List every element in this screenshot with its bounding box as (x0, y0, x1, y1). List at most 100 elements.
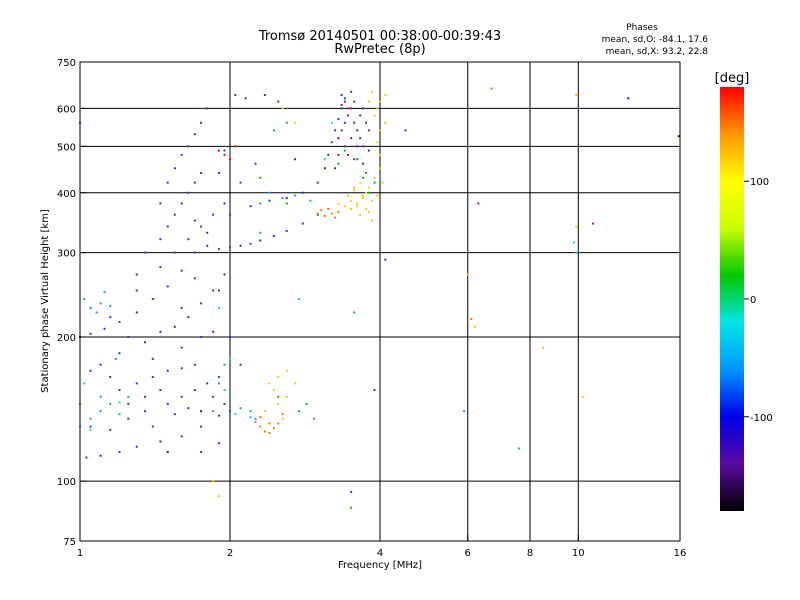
data-point (151, 425, 154, 428)
data-point (223, 153, 226, 156)
data-point (193, 277, 196, 280)
data-point (229, 158, 231, 161)
data-point (223, 273, 226, 276)
data-point (259, 176, 262, 179)
data-point (337, 202, 340, 205)
data-point (268, 382, 271, 385)
data-point (212, 330, 215, 333)
data-point (85, 456, 88, 459)
data-point (320, 209, 323, 212)
data-point (159, 238, 162, 241)
data-point (297, 298, 300, 301)
data-point (334, 129, 337, 132)
data-point (206, 107, 209, 110)
data-point (89, 417, 92, 420)
y-axis-ticks: 75 100 200 300 400 500 600 750 (57, 58, 86, 548)
data-point (99, 302, 102, 305)
data-point (353, 186, 356, 189)
data-point (229, 395, 231, 398)
data-point (212, 213, 215, 216)
data-point (118, 413, 121, 416)
data-point (350, 137, 353, 140)
data-point (365, 191, 368, 194)
data-point (217, 171, 220, 174)
data-point (223, 202, 226, 205)
data-point (109, 305, 112, 308)
data-point (353, 311, 356, 314)
data-point (180, 269, 183, 272)
data-point (217, 382, 220, 385)
chart-subtitle: RwPretec (8p) (334, 42, 425, 57)
data-point (362, 145, 365, 148)
data-point (581, 395, 584, 398)
data-point (373, 388, 376, 391)
data-point (343, 149, 346, 152)
data-point (249, 410, 252, 413)
data-point (151, 375, 154, 378)
data-point (127, 335, 130, 338)
data-point (239, 363, 242, 366)
data-point (359, 181, 362, 184)
colorbar-label: [deg] (715, 71, 750, 86)
data-point (376, 194, 379, 197)
data-point (367, 100, 370, 103)
data-point (323, 158, 326, 161)
data-point (575, 251, 578, 254)
data-point (346, 107, 349, 110)
data-point (193, 251, 196, 254)
data-point (259, 231, 262, 234)
y-axis-label: Stationary phase Virtual Height [km] (40, 209, 51, 393)
data-point (89, 332, 92, 335)
data-point (297, 410, 300, 413)
data-point (350, 199, 353, 202)
data-point (180, 153, 183, 156)
data-point (217, 149, 220, 152)
data-point (259, 416, 262, 419)
data-point (272, 427, 275, 430)
data-point (89, 369, 92, 372)
data-point (627, 97, 630, 100)
data-point (229, 246, 231, 249)
data-point (268, 191, 271, 194)
data-point (346, 194, 349, 197)
data-point (367, 210, 370, 213)
data-point (370, 219, 373, 222)
data-point (200, 225, 203, 228)
data-point (166, 285, 169, 288)
data-point (187, 238, 190, 241)
x-tick-label: 16 (674, 548, 687, 559)
data-point (99, 454, 102, 457)
x-tick-label: 2 (227, 548, 233, 559)
data-point (135, 273, 138, 276)
data-point (343, 100, 346, 103)
data-point (166, 369, 169, 372)
data-point (340, 93, 343, 96)
data-point (239, 244, 242, 247)
data-point (334, 167, 337, 170)
data-point (127, 417, 130, 420)
data-point (173, 251, 176, 254)
data-point (362, 107, 365, 110)
data-point (268, 422, 271, 425)
data-point (330, 212, 333, 215)
x-tick-label: 4 (377, 548, 383, 559)
data-point (367, 129, 370, 132)
data-point (239, 181, 242, 184)
data-point (229, 357, 231, 360)
data-point (135, 382, 138, 385)
data-point (217, 442, 220, 445)
data-point (370, 90, 373, 93)
chart-title: Tromsø 20140501 00:38:00-00:39:43 (258, 29, 501, 44)
data-point (127, 395, 130, 398)
data-point (575, 93, 578, 96)
data-point (272, 234, 275, 237)
data-point (127, 402, 130, 405)
data-point (89, 428, 92, 431)
data-point (373, 181, 376, 184)
data-point (293, 194, 296, 197)
data-point (103, 291, 106, 294)
data-point (254, 420, 257, 423)
data-point (239, 407, 242, 410)
data-point (143, 395, 146, 398)
data-point (379, 129, 381, 132)
